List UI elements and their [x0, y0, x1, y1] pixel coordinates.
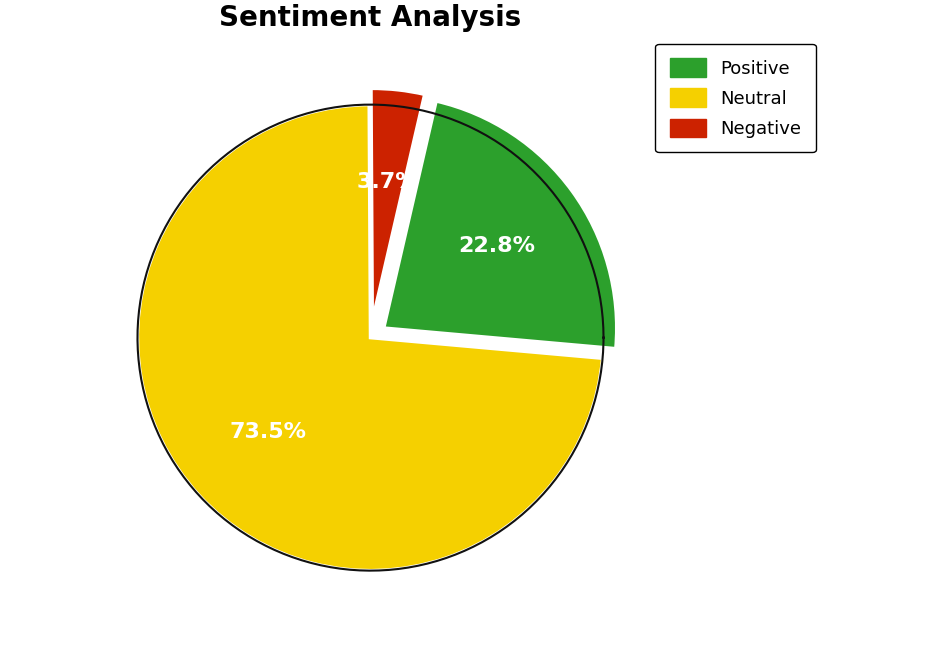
Wedge shape	[371, 89, 425, 322]
Wedge shape	[138, 105, 602, 571]
Text: 3.7%: 3.7%	[357, 172, 419, 193]
Legend: Positive, Neutral, Negative: Positive, Neutral, Negative	[656, 44, 816, 152]
Text: 73.5%: 73.5%	[229, 422, 306, 442]
Wedge shape	[384, 101, 617, 349]
Text: 22.8%: 22.8%	[458, 236, 536, 256]
Title: Sentiment Analysis: Sentiment Analysis	[219, 3, 522, 32]
